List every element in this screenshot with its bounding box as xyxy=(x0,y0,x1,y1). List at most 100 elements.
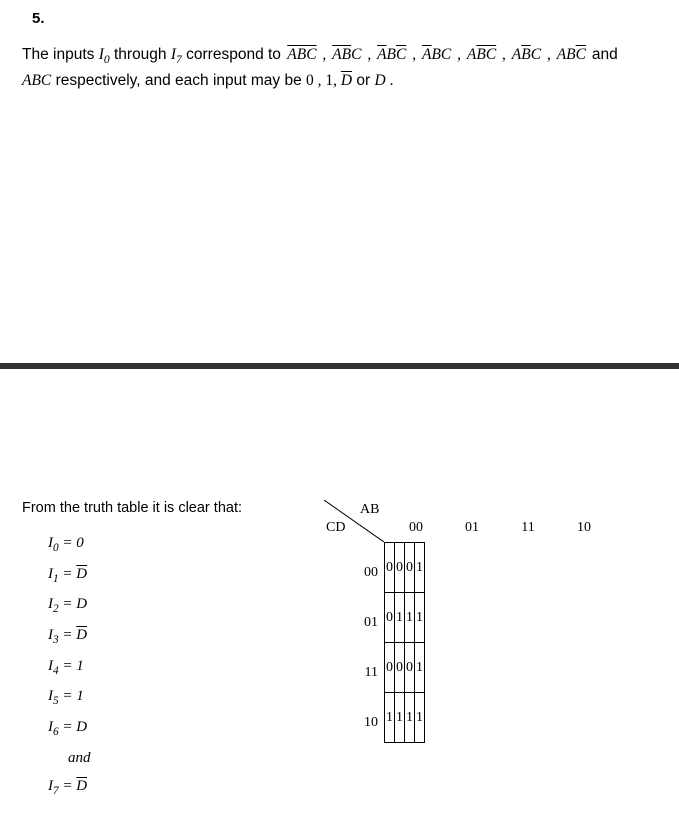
eq-1: I1 = D xyxy=(48,561,322,590)
dbar: D xyxy=(341,72,352,89)
rhs: D xyxy=(76,566,87,582)
ov: C xyxy=(486,46,496,63)
eq: = 1 xyxy=(59,688,84,704)
kmap-cell: 0 xyxy=(395,643,405,693)
kmap-cell: 1 xyxy=(415,643,425,693)
statement: From the truth table it is clear that: xyxy=(22,500,322,516)
col-hdr: 10 xyxy=(556,520,612,536)
ov: B xyxy=(476,46,485,63)
or: or xyxy=(352,72,374,89)
comma: , xyxy=(543,46,555,63)
term-7: ABC xyxy=(22,72,51,89)
kmap-row: 0 0 0 1 xyxy=(385,543,425,593)
eq: = 1 xyxy=(59,658,84,674)
kmap-row: 0 1 1 1 xyxy=(385,593,425,643)
kmap-cell: 1 xyxy=(395,693,405,743)
a: A xyxy=(467,46,476,63)
col-hdr: 00 xyxy=(388,520,444,536)
page-divider xyxy=(0,363,679,369)
ov: A xyxy=(287,46,296,63)
ov: C xyxy=(306,46,316,63)
row-hdr: 11 xyxy=(350,648,378,698)
eq-3: I3 = D xyxy=(48,622,322,651)
text: and xyxy=(592,46,618,63)
comma: , xyxy=(498,46,510,63)
eq: = D xyxy=(59,719,87,735)
eq: = 0 xyxy=(59,535,84,551)
question-number: 5. xyxy=(32,10,657,27)
eq-5: I5 = 1 xyxy=(48,683,322,712)
a: A xyxy=(557,46,566,63)
ov: C xyxy=(576,46,586,63)
vals: 0 , 1, xyxy=(306,72,341,89)
row-hdr: 10 xyxy=(350,698,378,748)
term-1: ABC xyxy=(332,46,361,63)
kmap-col-headers: 00 01 11 10 xyxy=(388,520,612,536)
kmap-row: 1 1 1 1 xyxy=(385,693,425,743)
kmap-cell: 1 xyxy=(405,593,415,643)
c: C xyxy=(531,46,541,63)
kmap-cell: 0 xyxy=(385,593,395,643)
kmap-cell: 1 xyxy=(405,693,415,743)
term-0: ABC xyxy=(287,46,316,63)
kmap-cell: 0 xyxy=(385,643,395,693)
term-6: ABC xyxy=(557,46,586,63)
kmap-cell: 0 xyxy=(395,543,405,593)
ov: B xyxy=(342,46,351,63)
eq-6: I6 = D xyxy=(48,714,322,743)
period: . xyxy=(386,72,394,89)
c: C xyxy=(441,46,451,63)
kmap-cell: 0 xyxy=(385,543,395,593)
col-hdr: 11 xyxy=(500,520,556,536)
comma: , xyxy=(408,46,420,63)
ov: B xyxy=(297,46,306,63)
col-hdr: 01 xyxy=(444,520,500,536)
a: A xyxy=(512,46,521,63)
comma: , xyxy=(453,46,465,63)
text: The inputs xyxy=(22,46,99,63)
and-word: and xyxy=(68,745,322,771)
eq-4: I4 = 1 xyxy=(48,653,322,682)
var-I0: I0 xyxy=(99,46,110,63)
ov: B xyxy=(521,46,530,63)
var-I7: I7 xyxy=(171,46,182,63)
rhs: D xyxy=(76,627,87,643)
rhs: D xyxy=(76,778,87,794)
b: B xyxy=(431,46,440,63)
b: B xyxy=(566,46,575,63)
eq: = xyxy=(59,566,77,582)
equation-list: I0 = 0 I1 = D I2 = D I3 = D I4 = 1 I5 = … xyxy=(48,530,322,802)
eq-2: I2 = D xyxy=(48,591,322,620)
kmap-cell: 1 xyxy=(395,593,405,643)
row-hdr: 01 xyxy=(350,598,378,648)
eq: = D xyxy=(59,596,87,612)
eq: = xyxy=(59,778,77,794)
term-3: ABC xyxy=(422,46,451,63)
c: C xyxy=(351,46,361,63)
term-2: ABC xyxy=(377,46,406,63)
kmap-row: 0 0 0 1 xyxy=(385,643,425,693)
kmap-cell: 1 xyxy=(385,693,395,743)
row-hdr: 00 xyxy=(350,548,378,598)
kmap-cell: 1 xyxy=(415,693,425,743)
text: through xyxy=(110,46,171,63)
kmap-cell: 1 xyxy=(415,593,425,643)
kmap-cell: 1 xyxy=(415,543,425,593)
left-column: From the truth table it is clear that: I… xyxy=(22,500,322,804)
eq-0: I0 = 0 xyxy=(48,530,322,559)
term-4: ABC xyxy=(467,46,496,63)
text: correspond to xyxy=(182,46,285,63)
ov: A xyxy=(332,46,341,63)
comma: , xyxy=(319,46,331,63)
kmap-cell: 0 xyxy=(405,543,415,593)
ov: A xyxy=(377,46,386,63)
ov: C xyxy=(396,46,406,63)
kmap-ab-label: AB xyxy=(360,502,379,518)
kmap-cd-label: CD xyxy=(326,520,345,536)
term-5: ABC xyxy=(512,46,541,63)
eq: = xyxy=(59,627,77,643)
b: B xyxy=(387,46,396,63)
eq-7: I7 = D xyxy=(48,773,322,802)
kmap-cell: 0 xyxy=(405,643,415,693)
comma: , xyxy=(363,46,375,63)
